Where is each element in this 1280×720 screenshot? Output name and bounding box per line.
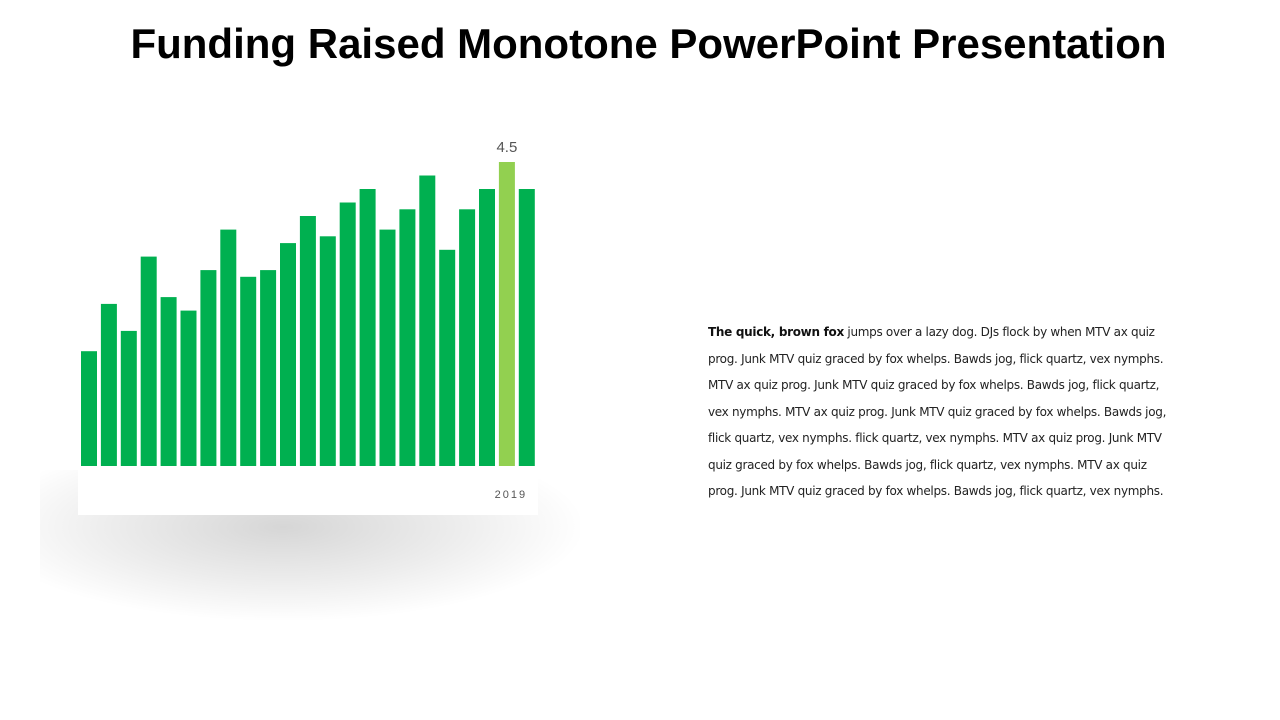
chart-bar-8 [220, 229, 237, 466]
x-tick-label: 2019 [495, 489, 527, 501]
chart-bar-15 [359, 189, 376, 466]
chart-bar-2 [100, 303, 117, 466]
chart-bar-11 [280, 243, 296, 466]
chart-bar-6 [180, 310, 197, 466]
chart-bar-14 [339, 202, 356, 466]
chart-bar-20 [459, 209, 476, 467]
slide-title: Funding Raised Monotone PowerPoint Prese… [130, 20, 1167, 67]
chart-bar-23 [518, 189, 535, 466]
body-rest: jumps over a lazy dog. DJs flock by when… [708, 325, 1167, 498]
chart-card [78, 466, 538, 515]
chart-bar-3 [120, 330, 137, 466]
chart-bar-4 [140, 256, 157, 466]
chart-bar-12 [299, 216, 316, 466]
chart-bar-5 [160, 297, 177, 466]
chart-bar-1 [81, 351, 97, 466]
chart-bar-22 [498, 162, 515, 466]
chart-bar-16 [379, 229, 396, 466]
chart-bar-21 [479, 189, 495, 466]
chart-bar-10 [260, 270, 277, 466]
chart-bar-17 [399, 209, 416, 467]
chart-bar-18 [419, 175, 436, 466]
chart-bar-13 [319, 236, 336, 466]
highlight-value-label: 4.5 [496, 139, 517, 156]
body-lead: The quick, brown fox [708, 325, 844, 339]
chart-bars [81, 162, 535, 467]
chart-bar-7 [200, 270, 217, 466]
chart-bar-19 [439, 249, 456, 466]
chart-bar-9 [240, 276, 257, 466]
body-paragraph: The quick, brown fox jumps over a lazy d… [708, 319, 1168, 505]
funding-bar-chart: 4.5 2019 [81, 139, 535, 501]
